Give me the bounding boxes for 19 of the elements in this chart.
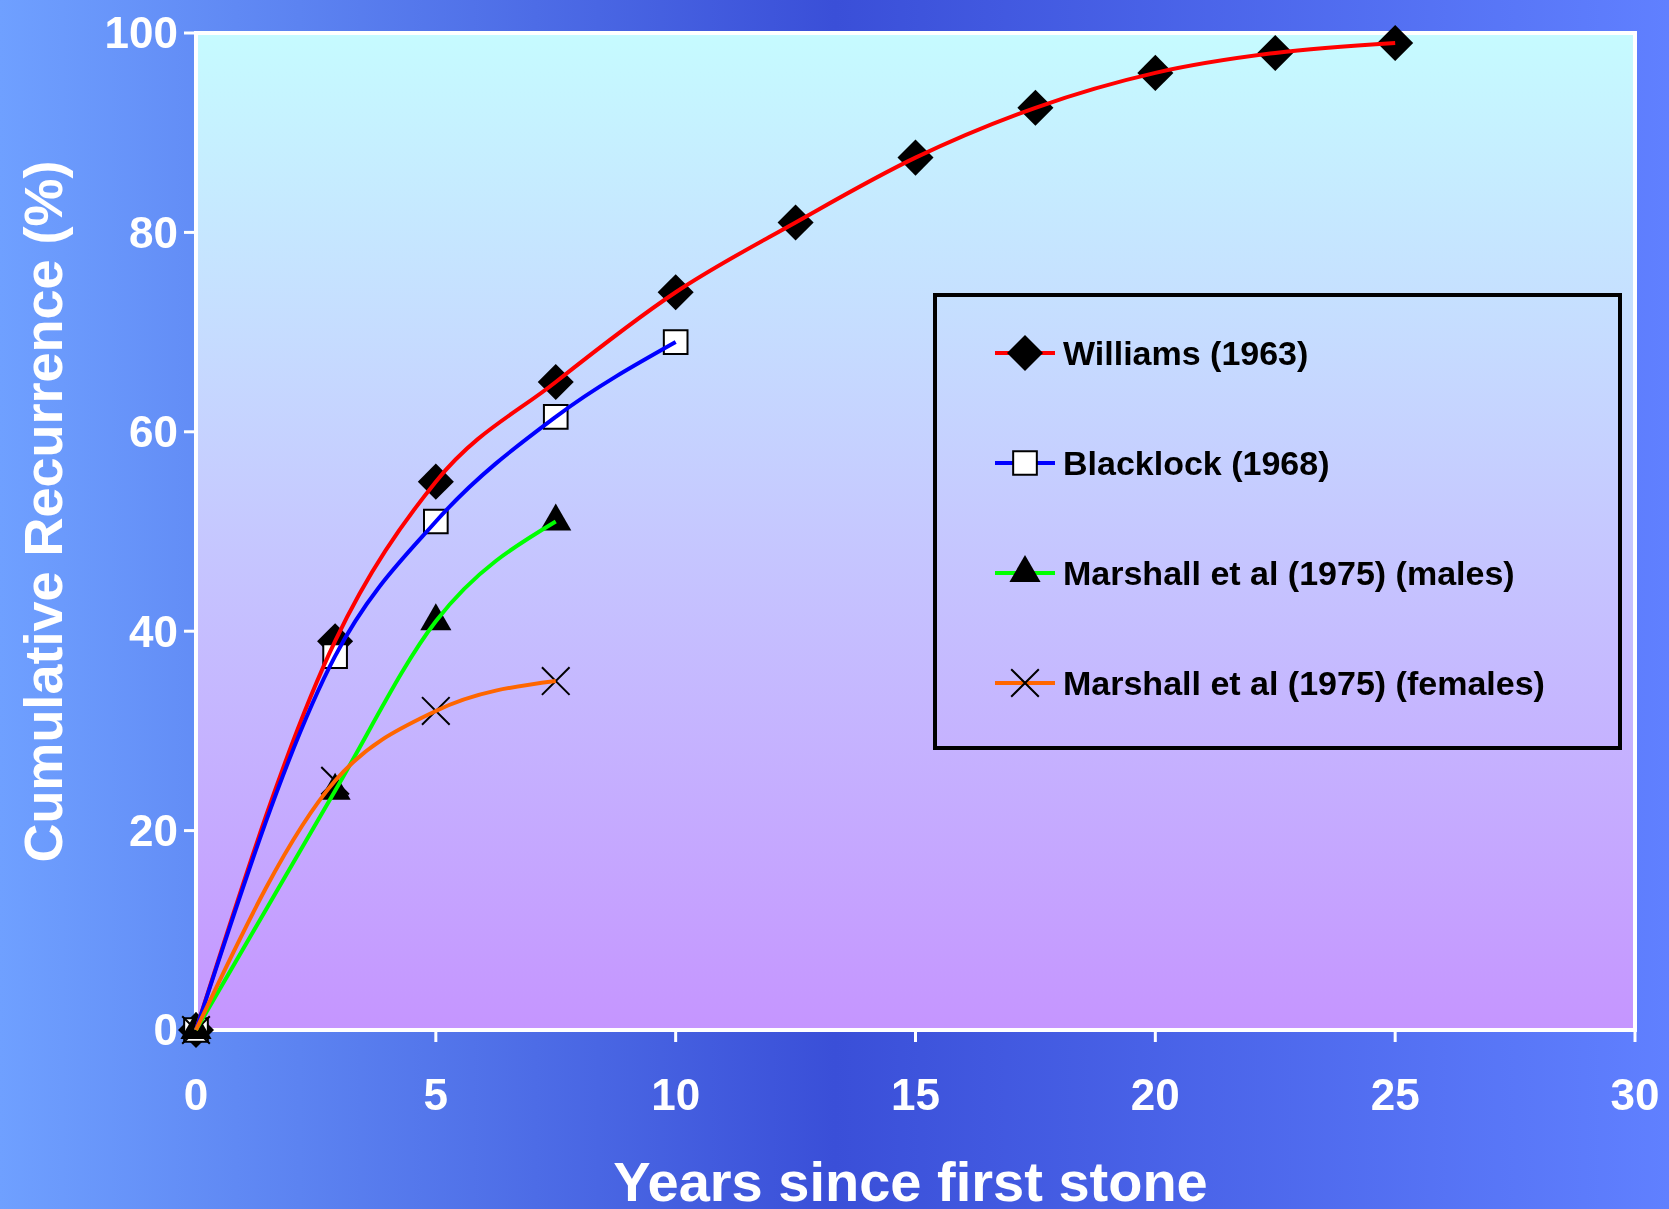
- y-tick-label: 0: [153, 1005, 178, 1055]
- y-tick-label: 20: [129, 806, 178, 855]
- x-tick-label: 25: [1370, 1070, 1420, 1119]
- legend-label: Marshall et al (1975) (males): [1063, 553, 1515, 592]
- x-tick-label: 10: [651, 1070, 701, 1119]
- x-tick-label: 0: [183, 1070, 209, 1119]
- legend-label: Blacklock (1968): [1063, 443, 1330, 482]
- y-tick-label: 80: [129, 207, 178, 257]
- x-tick-label: 5: [423, 1070, 449, 1119]
- y-axis-title: Cumulative Recurrence (%): [13, 160, 73, 863]
- y-tick-label: 40: [129, 606, 178, 656]
- x-axis-title: Years since first stone: [613, 1150, 1208, 1209]
- y-tick-label: 100: [104, 8, 178, 58]
- y-tick-label: 60: [129, 407, 178, 457]
- x-tick-label: 15: [891, 1070, 940, 1119]
- legend-label: Williams (1963): [1063, 333, 1309, 372]
- x-tick-label: 30: [1610, 1070, 1660, 1119]
- legend-label: Marshall et al (1975) (females): [1063, 663, 1545, 702]
- x-tick-label: 20: [1130, 1070, 1180, 1119]
